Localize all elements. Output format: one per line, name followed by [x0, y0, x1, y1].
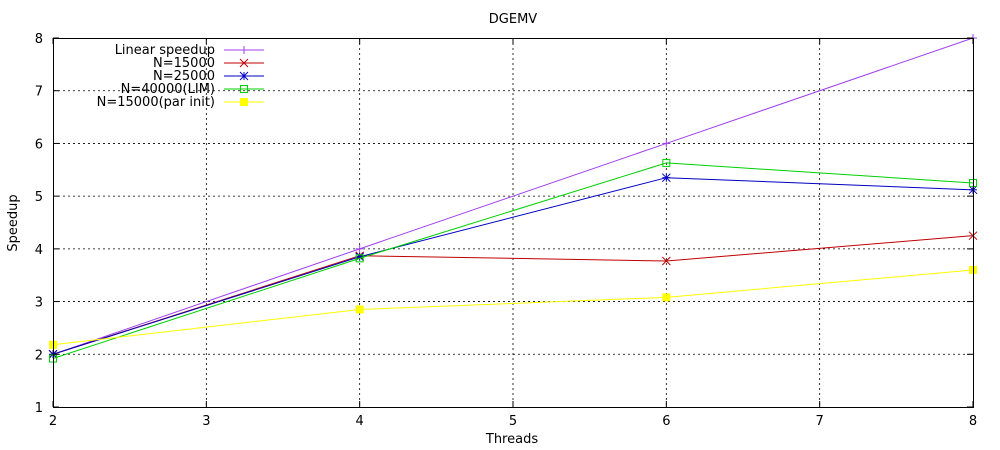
legend: Linear speedupN=15000N=25000N=40000(LIM)… — [97, 43, 264, 110]
x-tick-label: 4 — [356, 414, 364, 429]
legend-label-3: N=40000(LIM) — [121, 82, 215, 97]
y-tick-label: 1 — [35, 401, 43, 416]
y-tick-label: 2 — [35, 348, 43, 363]
marker-square — [355, 305, 364, 314]
data-point-2-1 — [355, 252, 365, 262]
y-tick-label: 6 — [35, 137, 43, 152]
x-tick-label: 7 — [816, 414, 824, 429]
legend-label-4: N=15000(par init) — [97, 95, 215, 110]
marker-square — [662, 158, 671, 167]
data-point-3-1 — [355, 254, 364, 263]
series-2 — [48, 173, 978, 359]
legend-marker-0 — [240, 46, 248, 54]
marker-stroke — [661, 173, 671, 183]
marker-square — [662, 293, 671, 302]
data-point-0-2 — [662, 139, 671, 148]
marker-square — [240, 98, 248, 106]
data-point-4-1 — [355, 305, 364, 314]
data-point-0-1 — [355, 244, 364, 253]
y-tick-label: 7 — [35, 85, 43, 100]
y-tick-label: 3 — [35, 296, 43, 311]
legend-marker-3 — [240, 85, 248, 93]
y-tick-label: 4 — [35, 243, 43, 258]
marker-stroke — [239, 71, 249, 81]
series-line-4 — [52, 269, 974, 346]
y-tick-label: 8 — [35, 32, 43, 47]
series-line-2 — [52, 177, 974, 355]
y-axis-title: Speedup — [6, 194, 21, 251]
marker-square — [240, 85, 248, 93]
y-axis: 1 2 3 4 5 6 7 8 — [35, 32, 973, 416]
legend-label-2: N=25000 — [153, 69, 215, 84]
y-tick-label: 5 — [35, 190, 43, 205]
x-tick-label: 3 — [202, 414, 210, 429]
x-tick-label: 5 — [509, 414, 517, 429]
legend-label-1: N=15000 — [153, 56, 215, 71]
legend-marker-2 — [239, 71, 249, 81]
x-tick-label: 8 — [969, 414, 977, 429]
x-axis-title: Threads — [485, 432, 538, 447]
series-line-1 — [52, 235, 974, 355]
series-layer — [48, 34, 978, 363]
x-tick-label: 2 — [49, 414, 57, 429]
x-axis: 2 3 4 5 6 7 8 — [49, 38, 977, 429]
legend-marker-1 — [239, 58, 249, 68]
marker-stroke — [661, 256, 671, 266]
marker-stroke — [239, 58, 249, 68]
data-point-2-2 — [661, 173, 671, 183]
data-point-1-2 — [661, 256, 671, 266]
marker-square — [355, 254, 364, 263]
legend-marker-4 — [240, 98, 248, 106]
series-line-3 — [52, 162, 974, 359]
legend-label-0: Linear speedup — [115, 43, 215, 58]
data-point-3-2 — [662, 158, 671, 167]
series-line-0 — [52, 37, 974, 355]
x-tick-label: 6 — [662, 414, 670, 429]
data-point-4-2 — [662, 293, 671, 302]
chart-title: DGEMV — [489, 12, 538, 27]
